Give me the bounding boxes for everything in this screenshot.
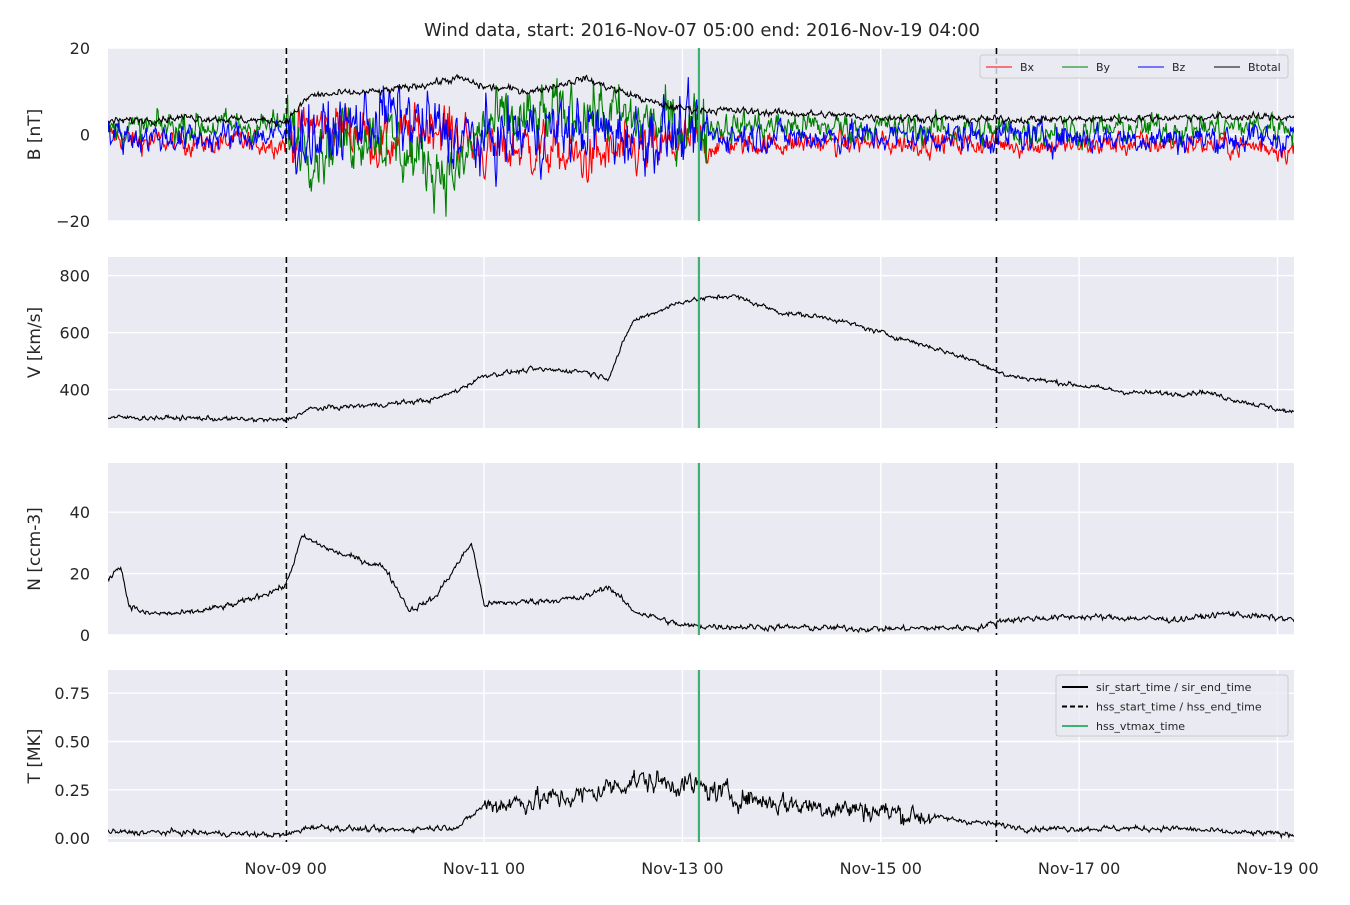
xtick-label: Nov-09 00 xyxy=(245,859,327,878)
series-group xyxy=(108,532,1294,634)
ytick-label: 20 xyxy=(70,565,90,584)
legend-by-label: By xyxy=(1096,61,1111,74)
legend-t-frame xyxy=(1055,674,1289,737)
legend-b-frame xyxy=(979,54,1289,79)
ytick-label: 20 xyxy=(70,39,90,58)
legend-t-label: hss_vtmax_time xyxy=(1096,720,1185,733)
legend-t-label: hss_start_time / hss_end_time xyxy=(1096,701,1262,714)
ytick-label: −20 xyxy=(56,212,90,231)
panel-T: 0.00 0.25 0.50 0.75 T [MK] sir_start_time / s… xyxy=(25,670,1294,848)
legend-btotal-label: Btotal xyxy=(1248,61,1281,74)
ytick-label: 0 xyxy=(80,626,90,645)
ytick-label: 0 xyxy=(80,126,90,145)
panel-N-background xyxy=(108,463,1294,635)
ytick-label: 0.75 xyxy=(54,684,90,703)
series-v-line xyxy=(108,294,1294,423)
panel-B: −20 0 20 B [nT] Bx By Bz Btotal xyxy=(25,39,1294,231)
y-axis-label: T [MK] xyxy=(25,729,45,785)
series-bx-line xyxy=(108,102,1294,183)
xtick-label: Nov-15 00 xyxy=(840,859,922,878)
xtick-label: Nov-11 00 xyxy=(443,859,525,878)
xtick-label: Nov-17 00 xyxy=(1038,859,1120,878)
ytick-label: 800 xyxy=(59,267,90,286)
legend-t-label: sir_start_time / sir_end_time xyxy=(1096,681,1252,694)
legend-t: sir_start_time / sir_end_time hss_start_t… xyxy=(1055,674,1289,737)
panel-V-background xyxy=(108,257,1294,428)
series-t-line xyxy=(108,769,1294,840)
legend-bx-label: Bx xyxy=(1020,61,1035,74)
y-axis-label: V [km/s] xyxy=(25,307,45,378)
ytick-label: 600 xyxy=(59,324,90,343)
y-axis-label: B [nT] xyxy=(25,109,45,161)
series-group xyxy=(108,769,1294,840)
series-group xyxy=(108,294,1294,423)
ytick-label: 40 xyxy=(70,503,90,522)
panel-N: 0 20 40 N [ccm-3] xyxy=(25,463,1294,645)
series-group xyxy=(108,73,1294,217)
xtick-label: Nov-13 00 xyxy=(641,859,723,878)
series-bz-line xyxy=(108,77,1294,187)
ytick-label: 0.00 xyxy=(54,829,90,848)
y-axis-label: N [ccm-3] xyxy=(25,507,45,591)
panel-V: 400 600 800 V [km/s] xyxy=(25,257,1294,428)
ytick-label: 0.50 xyxy=(54,733,90,752)
legend-b: Bx By Bz Btotal xyxy=(979,54,1289,79)
ytick-label: 400 xyxy=(59,381,90,400)
legend-bz-label: Bz xyxy=(1172,61,1186,74)
ytick-label: 0.25 xyxy=(54,781,90,800)
figure-title: Wind data, start: 2016-Nov-07 05:00 end:… xyxy=(424,20,980,41)
xtick-label: Nov-19 00 xyxy=(1236,859,1318,878)
series-btotal-line xyxy=(108,73,1294,128)
series-n-line xyxy=(108,532,1294,634)
